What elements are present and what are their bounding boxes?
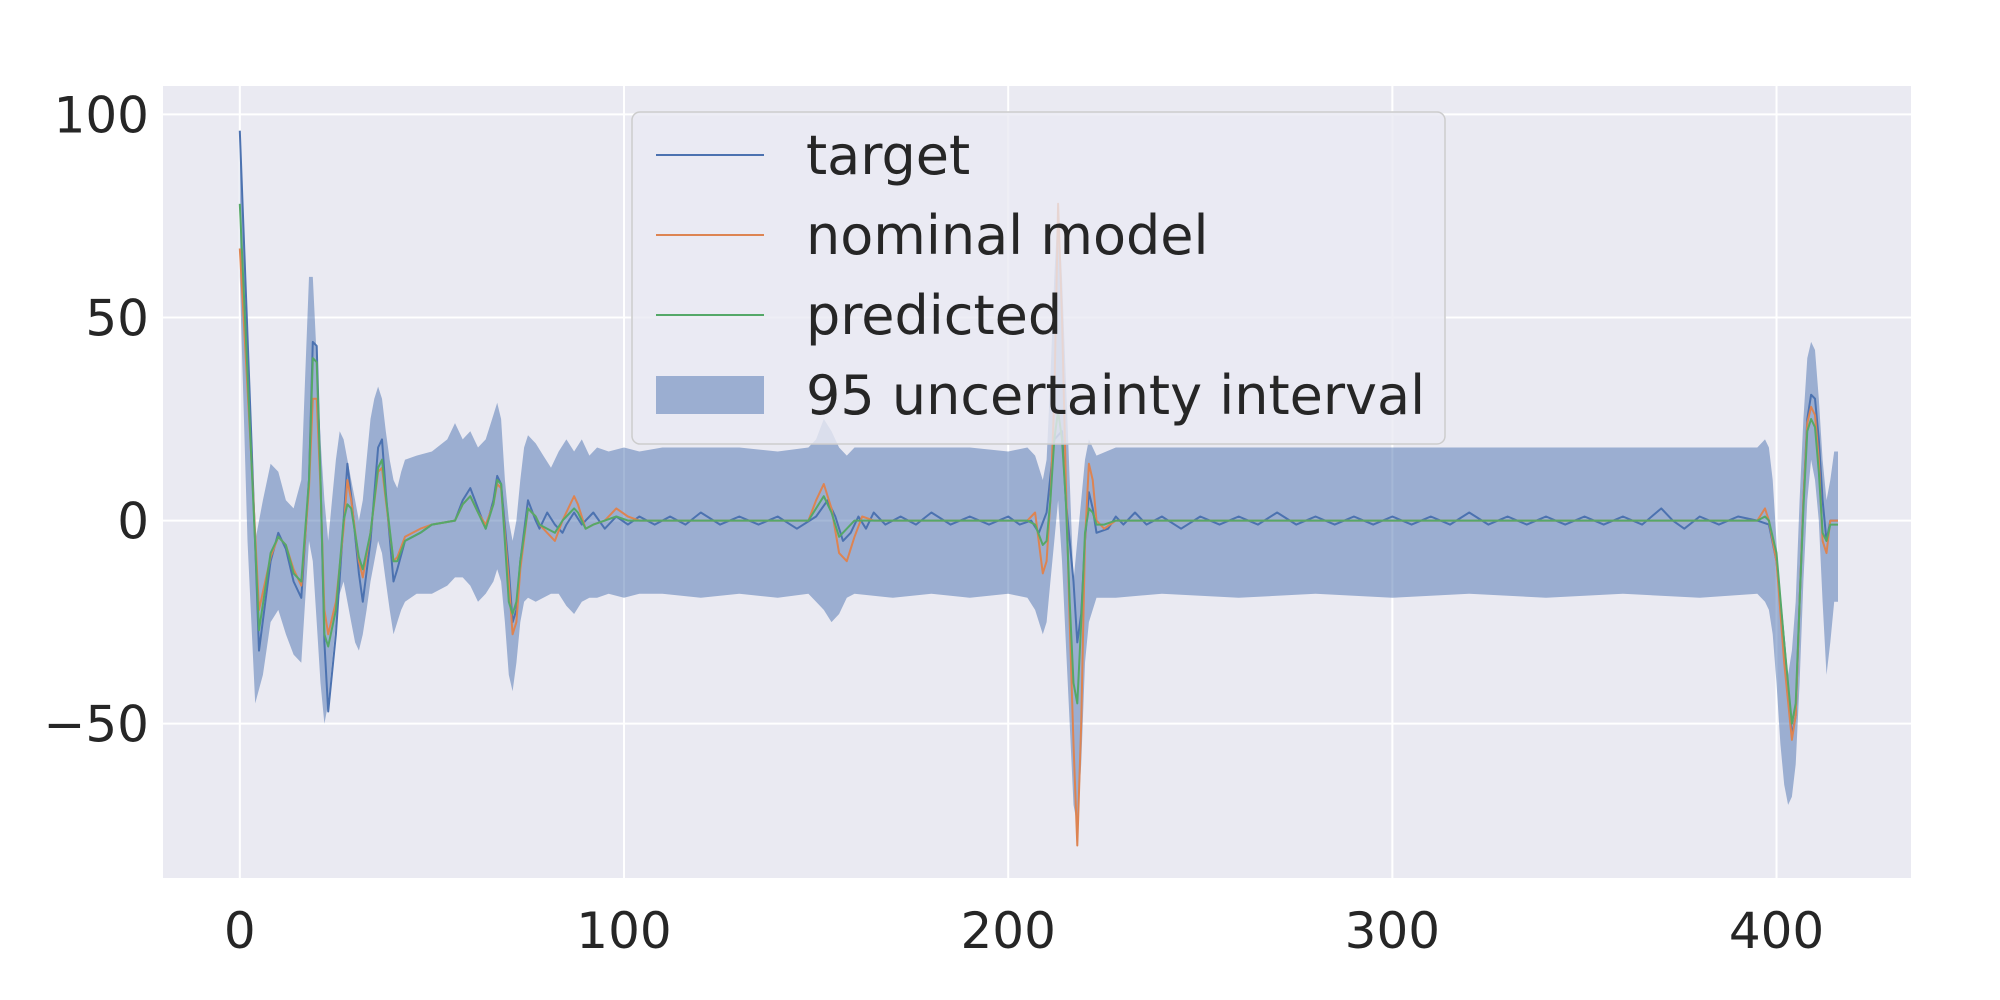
tick-labels: 0 100 200 300 400 −50 0 50 100 [43, 86, 1824, 960]
legend-swatch-95-uncertainty-interval [656, 376, 764, 414]
legend-label-nominal-model: nominal model [806, 204, 1209, 267]
x-tick-label: 200 [960, 902, 1055, 960]
y-tick-label: 100 [54, 86, 149, 144]
x-tick-label: 100 [576, 902, 671, 960]
legend-label-95-uncertainty-interval: 95 uncertainty interval [806, 364, 1425, 427]
legend-label-predicted: predicted [806, 284, 1062, 347]
series-lines-layer [238, 130, 1838, 847]
uncertainty-band-layer [239, 130, 1838, 826]
uncertainty-band [239, 130, 1838, 826]
x-tick-label: 0 [224, 902, 256, 960]
legend-label-target: target [806, 124, 970, 187]
x-tick-label: 300 [1345, 902, 1440, 960]
series-line-predicted [238, 203, 1838, 725]
y-tick-label: −50 [43, 696, 149, 754]
x-tick-label: 400 [1729, 902, 1824, 960]
y-tick-label: 50 [85, 290, 149, 348]
legend: target nominal model predicted 95 uncertain… [631, 111, 1446, 445]
y-tick-label: 0 [117, 493, 149, 551]
legend-box [631, 111, 1446, 445]
series-line-target [238, 130, 1838, 737]
